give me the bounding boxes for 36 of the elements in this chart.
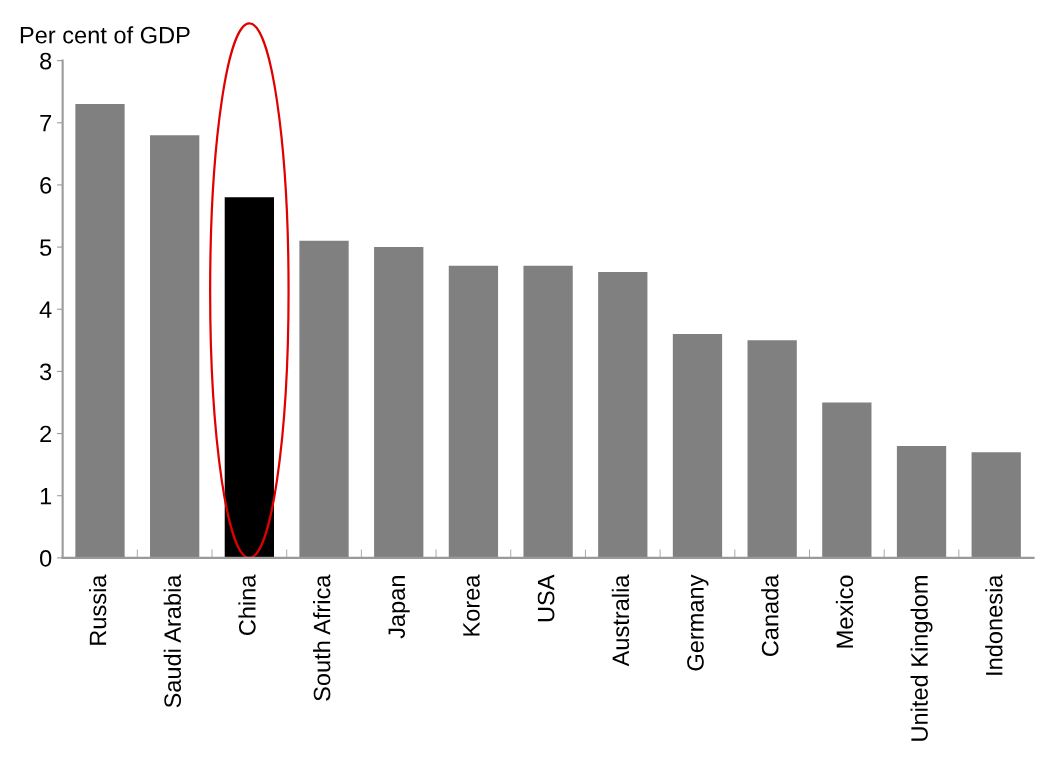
bar (374, 247, 424, 558)
x-tick-label: Indonesia (985, 574, 1003, 675)
bar (224, 197, 274, 558)
bar (523, 265, 573, 558)
x-tick-label: Saudi Arabia (163, 574, 182, 708)
bar (971, 452, 1021, 558)
y-tick-label: 0 (40, 549, 52, 567)
x-tick-label: Korea (463, 574, 480, 636)
y-axis-title: Per cent of GDP (20, 26, 190, 44)
bar (75, 104, 125, 558)
x-tick-label: Mexico (835, 575, 854, 648)
x-tick-label: Australia (611, 574, 630, 667)
bar (448, 265, 499, 558)
y-tick-label: 7 (40, 115, 52, 132)
x-tick-label: Russia (88, 574, 107, 645)
x-tick-label: Germany (687, 574, 709, 671)
bar (747, 340, 797, 558)
y-tick-label: 4 (39, 301, 52, 318)
y-tick-label: 6 (40, 176, 52, 194)
bar (150, 135, 200, 558)
x-tick-label: China (238, 574, 256, 636)
x-tick-label: USA (537, 574, 555, 622)
y-tick-label: 8 (40, 52, 52, 70)
x-tick-label: United Kingdom (910, 576, 933, 741)
x-tick-label: Japan (388, 576, 410, 639)
bar (299, 240, 349, 558)
bar (672, 334, 723, 558)
y-tick-label: 3 (39, 363, 52, 381)
bar (822, 402, 872, 558)
x-tick-label: Canada (761, 574, 779, 657)
bar (598, 271, 648, 558)
x-tick-label: South Africa (313, 574, 331, 701)
y-tick-label: 2 (40, 425, 52, 443)
y-tick-label: 5 (40, 239, 52, 256)
bar (896, 446, 947, 558)
y-tick-label: 1 (40, 488, 52, 505)
